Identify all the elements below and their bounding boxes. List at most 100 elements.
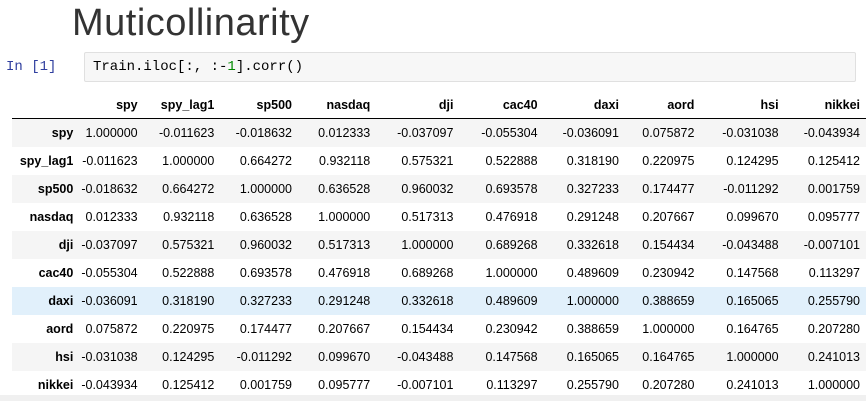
column-header: nikkei <box>784 92 866 119</box>
table-body: spy 1.000000 -0.011623 -0.018632 0.012333 -0.… <box>12 118 866 399</box>
column-header: spy <box>81 92 144 119</box>
table-cell: 0.388659 <box>566 322 619 336</box>
table-cell: 0.165065 <box>566 350 619 364</box>
table-row: aord 0.075872 0.220975 0.174477 0.207667 0.15… <box>12 315 866 343</box>
table-cell: 0.099670 <box>318 350 371 364</box>
table-cell: 0.476918 <box>485 210 538 224</box>
table-cell: 0.164765 <box>642 350 695 364</box>
table-cell: -0.043934 <box>803 126 860 140</box>
table-header: spy spy_lag1 sp500 nasdaq dji cac40 daxi… <box>12 92 866 119</box>
table-cell: 0.932118 <box>319 154 371 168</box>
row-label: hsi <box>55 350 74 364</box>
table-cell: 0.960032 <box>239 238 292 252</box>
table-cell: -0.055304 <box>481 126 538 140</box>
code-prefix: Train.iloc[:, :- <box>93 59 228 75</box>
table-row: nikkei -0.043934 0.125412 0.001759 0.095777 -… <box>12 371 866 399</box>
table-cell: -0.007101 <box>803 238 860 252</box>
table-cell: 1.000000 <box>807 378 860 392</box>
table-cell: 0.291248 <box>318 294 371 308</box>
table-cell: 0.099670 <box>726 210 779 224</box>
table-cell: 0.113297 <box>486 378 538 392</box>
table-row: dji -0.037097 0.575321 0.960032 0.517313 1.00… <box>12 231 866 259</box>
table-cell: 0.207667 <box>642 210 695 224</box>
table-cell: -0.036091 <box>562 126 619 140</box>
table-cell: 0.220975 <box>162 322 215 336</box>
table-row: spy_lag1 -0.011623 1.000000 0.664272 0.93211… <box>12 147 866 175</box>
table-cell: -0.011623 <box>158 126 215 140</box>
table-cell: 0.522888 <box>485 154 538 168</box>
table-cell: -0.018632 <box>81 182 138 196</box>
table-cell: 0.001759 <box>239 378 292 392</box>
table-cell: -0.043934 <box>81 378 138 392</box>
notebook-cell[interactable]: In [1] Train.iloc[:, :-1].corr() <box>0 52 866 82</box>
table-cell: 0.476918 <box>318 266 371 280</box>
row-label: spy_lag1 <box>19 154 74 168</box>
table-cell: 0.255790 <box>566 378 619 392</box>
table-cell: -0.036091 <box>81 294 138 308</box>
table-cell: 0.489609 <box>566 266 619 280</box>
table-cell: 0.124295 <box>726 154 779 168</box>
table-cell: 0.489609 <box>485 294 538 308</box>
table-cell: 0.154434 <box>401 322 454 336</box>
table-cell: 0.207280 <box>807 322 860 336</box>
table-cell: 0.147568 <box>485 350 538 364</box>
table-row: sp500 -0.018632 0.664272 1.000000 0.636528 0.… <box>12 175 866 203</box>
table-cell: 1.000000 <box>162 154 215 168</box>
table-cell: 0.241013 <box>726 378 779 392</box>
column-header: hsi <box>700 92 785 119</box>
table-cell: 0.517313 <box>318 238 371 252</box>
table-cell: 0.165065 <box>726 294 779 308</box>
table-cell: 0.147568 <box>726 266 779 280</box>
table-cell: 0.241013 <box>807 350 860 364</box>
table-cell: 0.095777 <box>807 210 860 224</box>
table-cell: 0.327233 <box>566 182 619 196</box>
table-cell: -0.037097 <box>397 126 454 140</box>
row-label: nikkei <box>37 378 74 392</box>
table-cell: 0.693578 <box>239 266 292 280</box>
table-cell: 0.318190 <box>162 294 215 308</box>
table-cell: -0.031038 <box>722 126 779 140</box>
table-cell: 0.522888 <box>162 266 215 280</box>
code-suffix: ].corr() <box>235 59 304 75</box>
table-cell: -0.011292 <box>723 182 779 196</box>
page-title: Muticollinarity <box>72 2 310 44</box>
column-header: dji <box>376 92 460 119</box>
column-header: spy_lag1 <box>143 92 221 119</box>
table-cell: 0.164765 <box>726 322 779 336</box>
table-cell: -0.031038 <box>81 350 138 364</box>
table-cell: 0.318190 <box>566 154 619 168</box>
table-cell: 1.000000 <box>485 266 538 280</box>
column-header: aord <box>624 92 701 119</box>
row-label: cac40 <box>38 266 74 280</box>
table-row: spy 1.000000 -0.011623 -0.018632 0.012333 -0.… <box>12 118 866 147</box>
table-cell: 0.664272 <box>239 154 292 168</box>
table-row: nasdaq 0.012333 0.932118 0.636528 1.000000 0.… <box>12 203 866 231</box>
bottom-divider <box>0 395 866 401</box>
table-cell: -0.007101 <box>397 378 454 392</box>
table-cell: 0.174477 <box>642 182 695 196</box>
table-cell: 1.000000 <box>401 238 454 252</box>
row-label: nasdaq <box>29 210 74 224</box>
table-cell: 0.125412 <box>807 154 860 168</box>
table-cell: -0.011292 <box>236 350 292 364</box>
row-label: sp500 <box>37 182 74 196</box>
table-cell: 0.636528 <box>318 182 371 196</box>
table-cell: -0.037097 <box>81 238 138 252</box>
header-row: spy spy_lag1 sp500 nasdaq dji cac40 daxi… <box>12 92 866 119</box>
code-input-area[interactable]: Train.iloc[:, :-1].corr() <box>84 52 856 82</box>
column-header: cac40 <box>459 92 544 119</box>
table-cell: 1.000000 <box>318 210 371 224</box>
table-row: cac40 -0.055304 0.522888 0.693578 0.476918 0.… <box>12 259 866 287</box>
table-cell: 1.000000 <box>642 322 695 336</box>
table-cell: -0.043488 <box>397 350 454 364</box>
table-cell: 0.693578 <box>485 182 538 196</box>
table-cell: 0.960032 <box>401 182 454 196</box>
table-cell: 0.075872 <box>85 322 138 336</box>
table-cell: 0.012333 <box>85 210 138 224</box>
table-cell: 0.575321 <box>162 238 215 252</box>
code-number: 1 <box>227 59 236 75</box>
table-cell: -0.043488 <box>722 238 779 252</box>
table-cell: 0.113297 <box>808 266 860 280</box>
table-cell: 0.332618 <box>401 294 454 308</box>
table-cell: 1.000000 <box>85 126 138 140</box>
